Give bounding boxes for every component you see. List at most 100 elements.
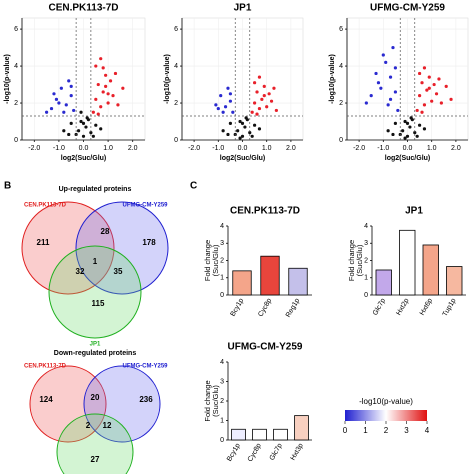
bar (375, 269, 392, 296)
point (67, 79, 71, 83)
x-tick-label: -1.0 (377, 145, 389, 152)
point (260, 97, 264, 101)
venn-circle (29, 365, 107, 443)
point (72, 108, 76, 113)
x-tick-label: 0.0 (403, 145, 413, 152)
point (253, 81, 257, 85)
point (374, 71, 378, 76)
x-axis-label: log2(Suc/Glu) (220, 155, 266, 162)
point (104, 84, 108, 88)
point (437, 77, 441, 81)
point (422, 103, 427, 107)
point (422, 66, 427, 70)
chart-title: UFMG-CM-Y259 (370, 3, 445, 14)
point (250, 134, 254, 138)
point (257, 75, 262, 79)
point (267, 92, 271, 96)
point (405, 121, 410, 125)
venn-label: UFMG-CM-Y259 (122, 364, 168, 370)
point (274, 108, 278, 113)
point (444, 84, 448, 88)
point (69, 121, 73, 125)
chart-title: CEN.PK113-7D (230, 206, 300, 217)
y-axis-label: -log10(p-value) (329, 54, 336, 104)
venn-circle (48, 245, 142, 339)
x-tick-label: Tup1p (442, 297, 458, 318)
point (85, 116, 89, 120)
point (106, 92, 110, 96)
chart-title: JP1 (234, 3, 252, 14)
venn-count: 115 (92, 299, 105, 308)
venn-count: 178 (142, 238, 156, 247)
x-tick-label: Glc7p (269, 442, 284, 461)
y-tick-label: 2 (339, 100, 343, 107)
venn-count: 2 (86, 421, 91, 430)
point (396, 108, 400, 113)
point (76, 129, 81, 133)
x-tick-label: 1.0 (103, 145, 113, 152)
point (257, 106, 262, 111)
point (106, 101, 110, 105)
point (226, 132, 230, 137)
point (403, 136, 407, 140)
x-tick-label: Bcy1p (226, 442, 242, 462)
point (69, 84, 73, 88)
venn-count: 211 (37, 238, 50, 247)
y-axis-label-line: Fold change (203, 240, 212, 281)
point (434, 92, 439, 96)
point (228, 121, 232, 125)
venn-circle (21, 201, 115, 295)
point (430, 99, 434, 103)
point (228, 92, 232, 96)
colorbar-tick-label: 0 (343, 426, 348, 435)
point (393, 66, 397, 70)
point (223, 105, 228, 109)
venn-label: CEN.PK113-7D (24, 203, 67, 209)
point (238, 119, 242, 124)
point (54, 97, 59, 101)
x-tick-label: Reg1p (285, 297, 301, 318)
point (226, 86, 230, 90)
colorbar-tick-label: 2 (384, 426, 389, 435)
point (67, 132, 71, 137)
y-axis-label: -log10(p-value) (164, 54, 171, 104)
colorbar-tick-label: 1 (363, 426, 368, 435)
point (418, 123, 422, 127)
y-tick-label: 4 (364, 223, 368, 230)
y-axis-label: -log10(p-value) (4, 54, 11, 104)
y-tick-label: 1 (220, 275, 224, 282)
point (62, 129, 66, 133)
point (81, 134, 86, 138)
point (253, 123, 257, 127)
x-tick-label: Cyc8p (247, 442, 263, 463)
bar (232, 270, 252, 296)
colorbar-tick-label: 4 (425, 426, 430, 435)
point (228, 99, 232, 103)
point (403, 119, 407, 124)
y-tick-label: 0 (220, 292, 224, 299)
point (384, 60, 388, 64)
y-axis-label: Fold change(Suc/Glu) (347, 240, 364, 281)
point (432, 82, 436, 87)
y-tick-label: 6 (174, 26, 178, 33)
chart-title: CEN.PK113-7D (48, 3, 118, 14)
point (81, 121, 86, 125)
venn-count: 20 (91, 393, 100, 402)
point (244, 116, 248, 120)
chart-title: UFMG-CM-Y259 (227, 342, 302, 353)
venn-count: 236 (139, 395, 153, 404)
point (231, 110, 235, 114)
point (99, 105, 103, 109)
point (418, 94, 422, 98)
venn-count: 35 (114, 267, 123, 276)
bar (294, 415, 309, 441)
point (84, 125, 88, 129)
y-tick-label: 0 (174, 137, 178, 144)
point (381, 53, 385, 57)
panel-label: B (4, 181, 11, 192)
y-tick-label: 0 (364, 292, 368, 299)
point (257, 127, 262, 131)
y-tick-label: 0 (14, 137, 18, 144)
point (99, 57, 103, 61)
point (96, 112, 100, 116)
